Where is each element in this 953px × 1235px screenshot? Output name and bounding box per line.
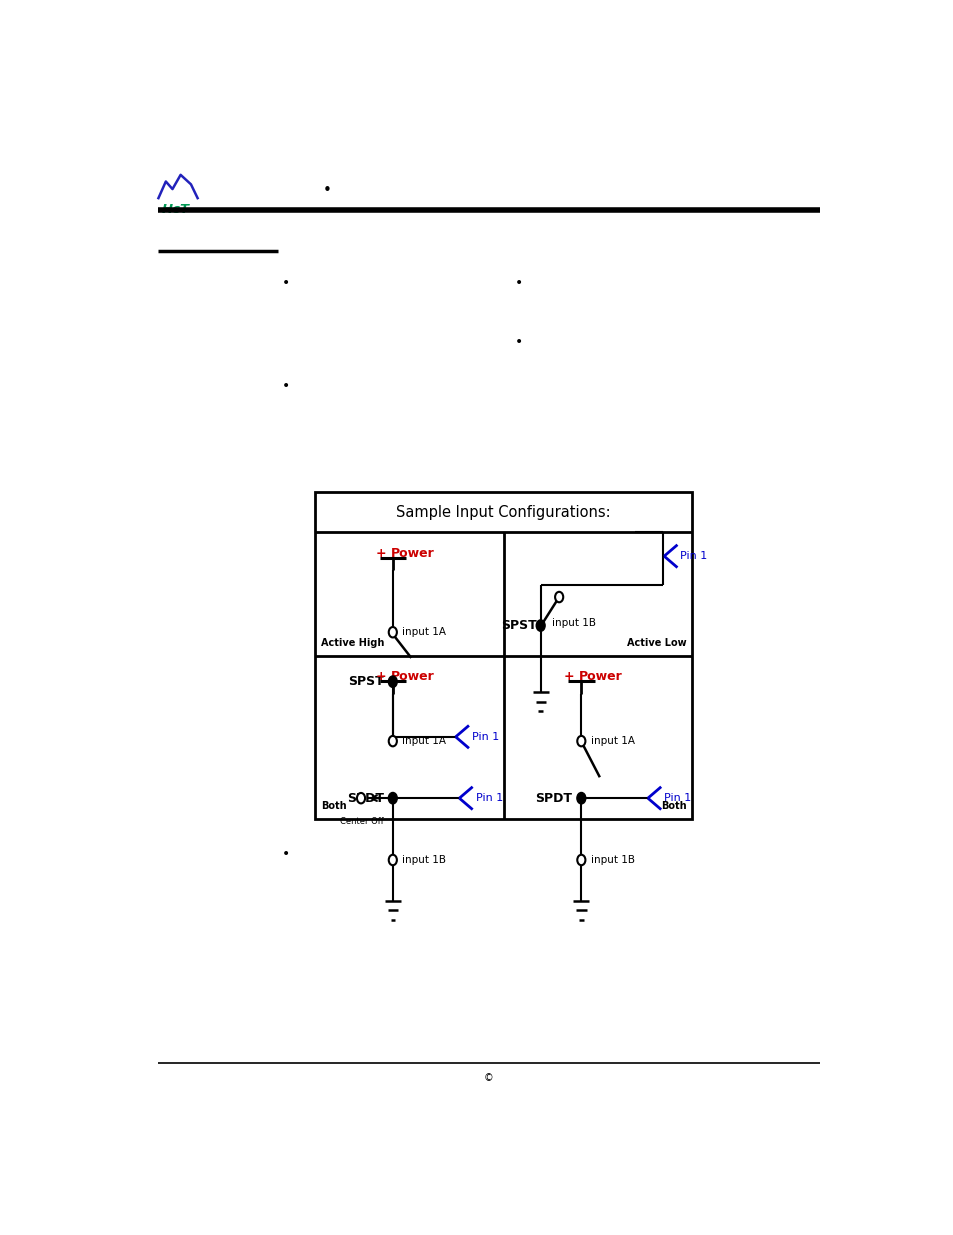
Text: Active Low: Active Low <box>626 638 685 648</box>
Text: Power: Power <box>390 669 434 683</box>
Text: input 1A: input 1A <box>402 736 446 746</box>
Text: Center Off: Center Off <box>340 818 383 826</box>
Text: •: • <box>515 277 522 290</box>
Circle shape <box>577 855 585 866</box>
Text: SPDT: SPDT <box>535 792 572 805</box>
Text: Sample Input Configurations:: Sample Input Configurations: <box>396 505 610 520</box>
Text: Both: Both <box>321 802 346 811</box>
Circle shape <box>536 620 544 631</box>
Text: Pin 1: Pin 1 <box>679 551 707 561</box>
Text: •: • <box>282 379 290 393</box>
Text: input 1A: input 1A <box>590 736 635 746</box>
Text: +: + <box>375 669 390 683</box>
Text: input 1B: input 1B <box>551 618 595 627</box>
Circle shape <box>388 855 396 866</box>
Bar <box>314 493 692 819</box>
Text: •: • <box>515 335 522 350</box>
Text: SPST: SPST <box>348 676 383 688</box>
Text: ©: © <box>483 1073 494 1083</box>
Text: input 1B: input 1B <box>402 855 446 864</box>
Text: Power: Power <box>390 547 434 559</box>
Text: •: • <box>322 183 331 198</box>
Text: SPST: SPST <box>500 619 537 632</box>
Text: +: + <box>563 669 578 683</box>
Text: input 1A: input 1A <box>402 627 446 637</box>
Circle shape <box>388 736 396 746</box>
Text: Pin 1: Pin 1 <box>663 793 691 803</box>
Circle shape <box>388 793 396 804</box>
Text: Active High: Active High <box>321 638 384 648</box>
Text: Pin 1: Pin 1 <box>472 732 498 742</box>
Text: Pin 1: Pin 1 <box>476 793 502 803</box>
Text: •: • <box>282 277 290 290</box>
Text: SPDT: SPDT <box>347 792 383 805</box>
Text: Power: Power <box>578 669 622 683</box>
Circle shape <box>388 627 396 637</box>
Circle shape <box>388 676 396 688</box>
Text: •: • <box>282 847 290 861</box>
Text: Both: Both <box>660 802 685 811</box>
Circle shape <box>555 592 562 603</box>
Circle shape <box>577 736 585 746</box>
Text: +: + <box>375 547 390 559</box>
Circle shape <box>577 793 585 804</box>
Text: input 1B: input 1B <box>590 855 635 864</box>
Text: HcT: HcT <box>161 203 190 216</box>
Circle shape <box>356 793 365 804</box>
